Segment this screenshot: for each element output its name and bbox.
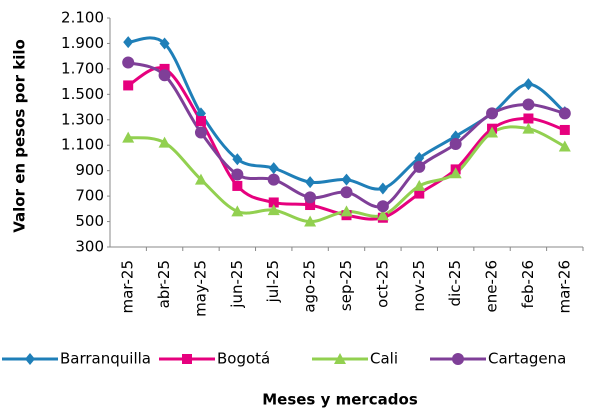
marker [194, 126, 207, 139]
marker [522, 98, 535, 111]
marker [486, 107, 499, 120]
x-tick-label: sep-25 [337, 260, 355, 311]
marker [523, 113, 534, 124]
x-tick-label: abr-25 [155, 260, 173, 308]
y-tick-label: 1.100 [61, 136, 104, 154]
marker [413, 160, 426, 173]
marker [377, 182, 388, 195]
marker [268, 162, 279, 175]
marker [122, 56, 135, 69]
y-tick-label: 2.100 [61, 9, 104, 27]
legend-label: Bogotá [217, 350, 270, 368]
marker [413, 179, 426, 191]
x-tick-label: ene-26 [483, 260, 501, 312]
x-tick-label: ago-25 [301, 260, 319, 313]
x-tick-label: mar-26 [555, 260, 573, 314]
x-tick-label: nov-25 [410, 260, 428, 312]
legend-marker [334, 353, 346, 364]
marker [523, 78, 534, 91]
marker [305, 200, 316, 211]
y-tick-label: 300 [75, 238, 104, 256]
marker [414, 151, 425, 164]
legend-marker [452, 353, 464, 365]
marker [122, 131, 135, 143]
marker [231, 168, 244, 181]
marker [340, 205, 353, 217]
legend-label: Barranquilla [60, 350, 151, 368]
marker [232, 180, 243, 191]
x-tick-label: feb-26 [519, 260, 537, 309]
marker [304, 191, 317, 204]
marker [341, 173, 352, 186]
x-tick-label: jul-25 [264, 260, 282, 303]
x-tick-label: oct-25 [373, 260, 391, 308]
marker [522, 122, 535, 134]
legend-label: Cartagena [488, 350, 566, 368]
marker [304, 215, 317, 227]
marker [559, 124, 570, 135]
x-tick-label: mar-25 [119, 260, 137, 314]
marker [123, 36, 134, 49]
marker [194, 173, 207, 185]
y-tick-label: 1.700 [61, 59, 104, 77]
marker [449, 167, 462, 179]
marker [340, 186, 353, 199]
legend-marker [182, 354, 192, 364]
y-tick-label: 1.300 [61, 110, 104, 128]
y-tick-label: 1.500 [61, 85, 104, 103]
marker [159, 37, 170, 50]
y-tick-label: 1.900 [61, 34, 104, 52]
x-tick-label: jun-25 [228, 260, 246, 309]
x-tick-label: dic-25 [446, 260, 464, 306]
marker [195, 116, 206, 127]
legend-marker [25, 353, 35, 365]
series-line [128, 36, 566, 191]
x-axis-title: Meses y mercados [262, 391, 418, 409]
legend-label: Cali [370, 350, 398, 368]
y-tick-label: 900 [75, 161, 104, 179]
marker [305, 176, 316, 189]
y-axis-title: Valor en pesos por kilo [11, 39, 29, 233]
marker [376, 209, 389, 221]
x-tick-label: may-25 [191, 260, 209, 317]
marker [376, 200, 389, 213]
marker [158, 136, 171, 148]
y-tick-label: 700 [75, 187, 104, 205]
marker [558, 140, 571, 152]
marker [123, 80, 134, 91]
marker [267, 204, 280, 216]
marker [158, 69, 171, 82]
y-tick-label: 500 [75, 212, 104, 230]
marker [449, 137, 462, 150]
marker [232, 153, 243, 166]
marker [558, 107, 571, 120]
marker [268, 197, 279, 208]
marker [414, 188, 425, 199]
marker [231, 205, 244, 217]
marker [486, 126, 499, 138]
marker [159, 63, 170, 74]
marker [267, 173, 280, 186]
